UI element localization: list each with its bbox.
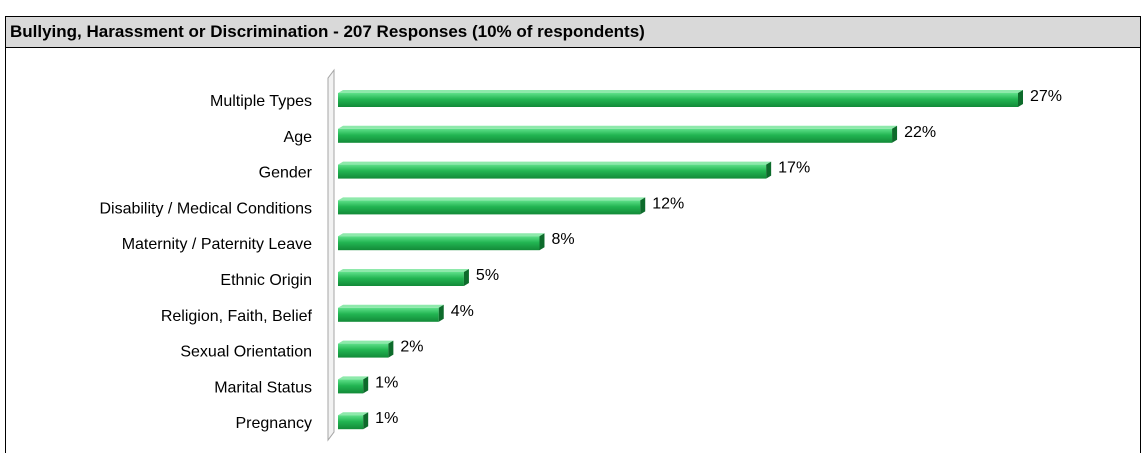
bar-front-face	[338, 307, 439, 322]
bar-7	[338, 304, 444, 322]
bar-top-face	[338, 197, 646, 201]
data-label: 1%	[375, 374, 398, 391]
data-label: 2%	[400, 339, 423, 356]
category-label: Religion, Faith, Belief	[161, 308, 313, 325]
bar-4	[338, 197, 646, 215]
bar-top-face	[338, 90, 1023, 93]
category-label: Disability / Medical Conditions	[99, 200, 312, 217]
bar-top-face	[338, 412, 369, 416]
data-label: 12%	[652, 195, 684, 212]
bar-front-face	[338, 164, 767, 179]
bar-end-face	[640, 197, 646, 215]
bar-front-face	[338, 93, 1018, 107]
bar-top-face	[338, 269, 469, 272]
data-label: 17%	[778, 160, 810, 177]
bar-end-face	[539, 233, 545, 251]
bar-top-face	[338, 376, 369, 380]
bar-top-face	[338, 233, 545, 237]
category-label: Pregnancy	[236, 415, 313, 432]
bar-end-face	[438, 304, 444, 322]
bar-end-face	[388, 340, 394, 358]
bar-top-face	[338, 340, 394, 344]
bar-front-face	[338, 343, 389, 358]
bar-front-face	[338, 415, 364, 430]
data-label: 8%	[551, 231, 574, 248]
bar-end-face	[363, 412, 369, 430]
chart-frame	[5, 16, 1141, 453]
category-label: Marital Status	[214, 379, 312, 396]
data-label: 1%	[375, 410, 398, 427]
bar-top-face	[338, 161, 772, 165]
category-label: Sexual Orientation	[180, 344, 312, 361]
category-label: Age	[284, 129, 313, 146]
data-label: 27%	[1030, 88, 1062, 105]
bar-front-face	[338, 236, 540, 251]
bar-front-face	[338, 379, 364, 394]
bar-top-face	[338, 125, 898, 129]
bar-front-face	[338, 200, 641, 215]
bar-1	[338, 90, 1023, 107]
category-label: Gender	[259, 165, 313, 182]
bar-end-face	[1018, 90, 1023, 107]
chart-title-bar: Bullying, Harassment or Discrimination -…	[5, 16, 1141, 48]
data-label: 4%	[451, 303, 474, 320]
category-label: Maternity / Paternity Leave	[122, 236, 312, 253]
bar-6	[338, 269, 469, 286]
bar-end-face	[363, 376, 369, 394]
bar-2	[338, 125, 898, 143]
bar-8	[338, 340, 394, 358]
bar-front-face	[338, 128, 893, 143]
chart-title: Bullying, Harassment or Discrimination -…	[10, 22, 645, 41]
bar-front-face	[338, 272, 464, 286]
bar-10	[338, 412, 369, 430]
data-label: 5%	[476, 267, 499, 284]
bar-9	[338, 376, 369, 394]
bar-end-face	[463, 269, 469, 286]
bar-end-face	[766, 161, 772, 179]
data-label: 22%	[904, 124, 936, 141]
bar-end-face	[892, 125, 898, 143]
category-label: Ethnic Origin	[220, 272, 312, 289]
category-label: Multiple Types	[210, 93, 312, 110]
bar-3	[338, 161, 772, 179]
category-axis	[327, 68, 335, 442]
bar-top-face	[338, 304, 444, 308]
bar-5	[338, 233, 545, 251]
